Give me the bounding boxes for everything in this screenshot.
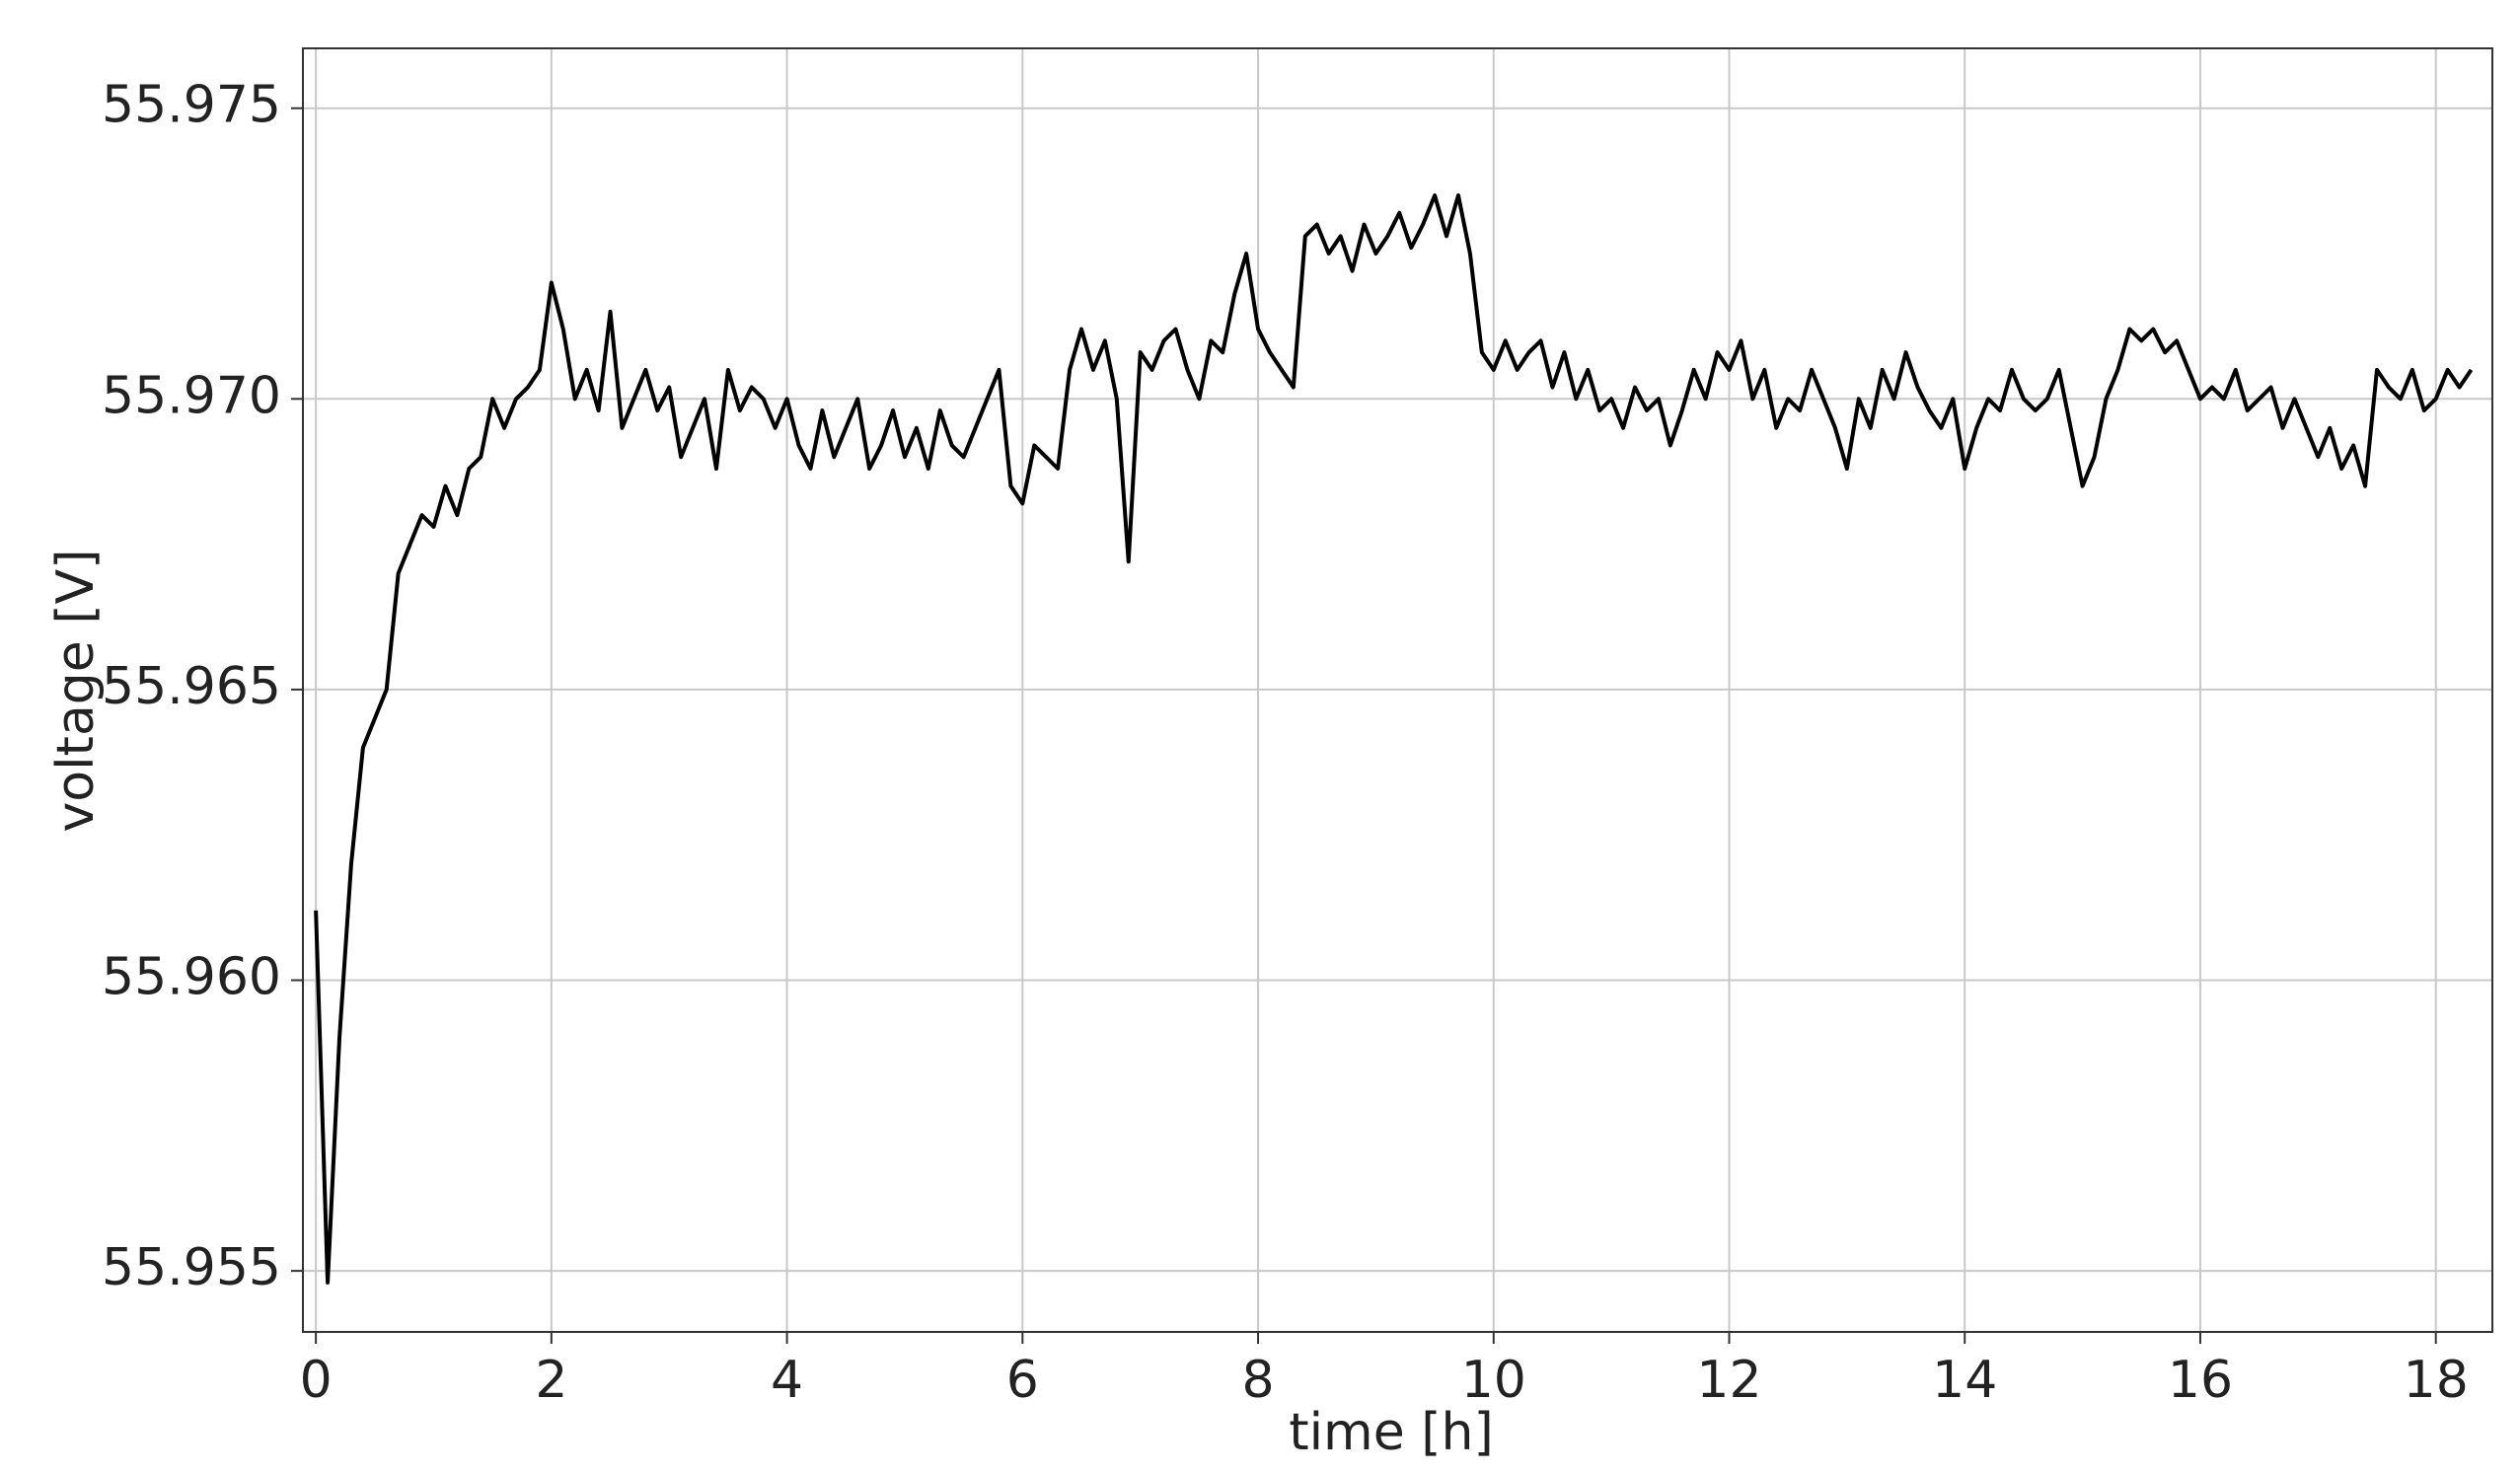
plot-frame bbox=[302, 47, 2493, 1333]
y-tick-label: 55.965 bbox=[102, 657, 281, 716]
x-tick-label: 8 bbox=[1242, 1351, 1275, 1410]
x-tick-label: 6 bbox=[1006, 1351, 1039, 1410]
x-tick-label: 2 bbox=[535, 1351, 567, 1410]
y-tick-label: 55.970 bbox=[102, 366, 281, 425]
x-tick-label: 4 bbox=[771, 1351, 803, 1410]
x-tick-label: 14 bbox=[1932, 1351, 1997, 1410]
x-tick-label: 12 bbox=[1696, 1351, 1761, 1410]
y-tick-label: 55.960 bbox=[102, 948, 281, 1007]
x-tick-label: 16 bbox=[2168, 1351, 2233, 1410]
y-axis-label: voltage [V] bbox=[46, 550, 106, 833]
y-tick-label: 55.955 bbox=[102, 1238, 281, 1297]
data-line bbox=[314, 193, 2474, 1285]
x-tick-label: 10 bbox=[1461, 1351, 1526, 1410]
x-tick-label: 18 bbox=[2404, 1351, 2469, 1410]
x-axis-label: time [h] bbox=[1289, 1403, 1494, 1462]
y-tick-label: 55.975 bbox=[102, 76, 281, 135]
x-tick-label: 0 bbox=[300, 1351, 333, 1410]
